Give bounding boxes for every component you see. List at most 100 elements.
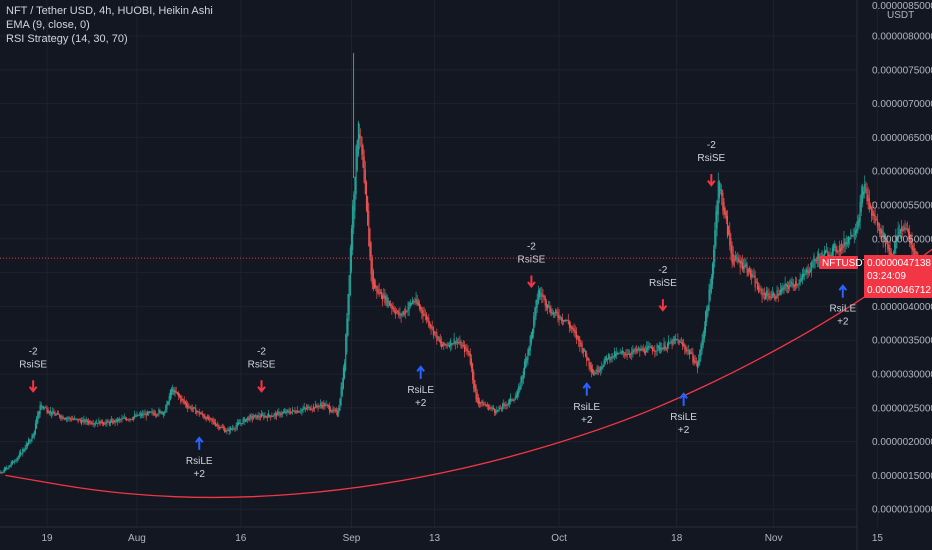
candle-body: [498, 406, 500, 411]
candle-body: [454, 341, 456, 344]
y-tick-label: 0.0000080000: [872, 32, 932, 43]
candle-body: [121, 418, 123, 420]
time-axis[interactable]: 19Aug16Sep13Oct18Nov15Dec13: [41, 533, 932, 544]
candle-body: [220, 426, 222, 428]
candle-body: [330, 408, 332, 413]
candle-body: [489, 407, 491, 409]
candle-body: [345, 334, 347, 371]
candle-body: [769, 296, 771, 298]
candle-body: [579, 338, 581, 348]
legend-ema-line[interactable]: EMA (9, close, 0): [6, 19, 90, 31]
candle-body: [290, 411, 293, 413]
candle-body: [632, 348, 634, 354]
candle-body: [837, 250, 839, 252]
candle-body: [460, 342, 462, 349]
candle-body: [645, 351, 647, 354]
candle-body: [656, 344, 658, 351]
candle-body: [171, 388, 173, 395]
candle-body: [583, 350, 586, 352]
candle-body: [230, 428, 233, 430]
candle-body: [683, 343, 685, 347]
candle-body: [635, 349, 637, 352]
price-axis[interactable]: 0.0000080000 0.0000075000 0.0000070000 0.00…: [872, 32, 932, 516]
candle-body: [785, 283, 787, 287]
currency-label[interactable]: USDT: [887, 10, 914, 21]
candle-body: [239, 423, 241, 425]
candle-body: [518, 386, 520, 395]
legend-symbol-line[interactable]: NFT / Tether USD, 4h, HUOBI, Heikin Ashi: [6, 5, 213, 17]
candle-body: [388, 301, 391, 306]
candle-body: [505, 404, 507, 406]
candle-body: [896, 236, 898, 243]
candle-body: [8, 466, 10, 469]
candle-body: [793, 284, 795, 288]
candle-body: [152, 411, 154, 414]
candle-body: [26, 442, 28, 447]
candle-body: [715, 211, 717, 246]
candle-body: [205, 417, 207, 421]
short-signal-label: RsiSE: [697, 153, 725, 164]
candle-body: [676, 339, 678, 341]
candle-body: [179, 394, 181, 398]
candle-body: [7, 467, 9, 469]
long-signal-qty: +2: [581, 415, 593, 426]
candle-body: [126, 418, 128, 421]
support-curve-path[interactable]: [5, 164, 932, 499]
candle-body: [54, 413, 56, 416]
candle-body: [691, 352, 693, 354]
candle-body: [846, 242, 848, 244]
candle-body: [756, 282, 759, 290]
candle-body: [373, 280, 376, 289]
candle-body: [809, 269, 812, 272]
candle-body: [564, 319, 566, 322]
candle-body: [214, 422, 216, 427]
candle-body: [317, 406, 319, 408]
grid: [0, 0, 878, 527]
short-signal-qty: -2: [707, 140, 716, 151]
candle-body: [76, 418, 78, 420]
candle-body: [277, 411, 279, 416]
candle-body: [867, 195, 869, 202]
candle-body: [146, 411, 148, 416]
candle-body: [215, 424, 218, 426]
candle-body: [702, 332, 704, 346]
candle-body: [274, 412, 276, 415]
candle-body: [811, 261, 813, 271]
support-curve[interactable]: [5, 164, 932, 499]
candle-body: [774, 294, 776, 299]
candle-body: [130, 419, 132, 421]
candle-body: [470, 358, 472, 369]
candle-body: [694, 360, 696, 363]
candle-body: [604, 356, 606, 364]
candle-body: [611, 353, 613, 359]
candle-body: [803, 273, 805, 277]
candle-body: [332, 408, 334, 412]
candle-body: [409, 302, 411, 307]
candle-body: [272, 416, 274, 418]
candle-body: [97, 423, 99, 425]
candle-body: [688, 350, 690, 355]
legend-rsi-line[interactable]: RSI Strategy (14, 30, 70): [6, 33, 128, 45]
candle-body: [480, 402, 482, 404]
candle-body: [61, 416, 63, 418]
candle-body: [165, 405, 167, 413]
candle-body: [101, 421, 103, 424]
candle-body: [463, 345, 466, 353]
candle-body: [443, 341, 445, 346]
candle-body: [271, 416, 273, 418]
candle-body: [887, 241, 889, 250]
candle-body: [14, 461, 16, 463]
candle-body: [304, 407, 306, 409]
candle-body: [105, 422, 107, 425]
candle-body: [823, 251, 825, 257]
candle-body: [189, 406, 191, 408]
candle-body: [857, 220, 859, 231]
candle-body: [534, 307, 536, 325]
candle-body: [309, 406, 311, 411]
candle-body: [377, 289, 379, 291]
candle-body: [244, 419, 246, 422]
candle-body: [778, 294, 780, 296]
candle-body: [627, 353, 629, 355]
